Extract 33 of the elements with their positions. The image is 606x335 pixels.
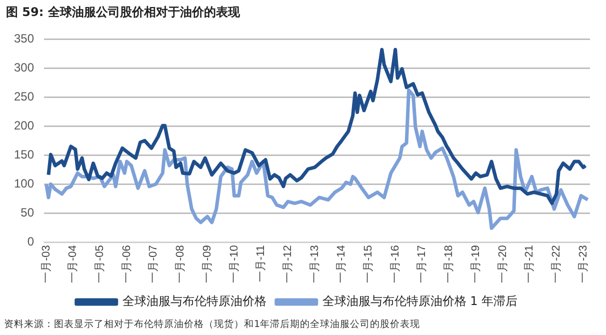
x-tick-label: 一月-21 [524,245,536,284]
y-tick-label: 0 [27,234,34,248]
x-tick-label: 一月-05 [94,245,106,284]
y-tick-label: 300 [14,60,34,74]
y-tick-label: 50 [20,205,34,220]
x-tick-label: 一月-04 [67,245,80,284]
x-tick-label: 一月-07 [148,245,160,284]
y-tick-label: 100 [14,176,34,190]
x-tick-label: 一月-06 [120,245,133,284]
legend-label: 全球油服与布伦特原油价格 [122,294,266,308]
x-tick-label: 一月-23 [577,245,590,284]
x-tick-label: 一月-10 [228,245,240,284]
x-tick-label: 一月-15 [362,245,375,284]
text: 资料来源：图表显示了相对于布伦特原油价格（现货）和1年滞后期的全球油服公司的股价表现 [3,318,422,331]
y-tick-label: 150 [14,147,34,162]
x-tick-label: 一月-09 [201,245,214,284]
x-tick-label: 一月-11 [255,245,268,282]
x-tick-label: 一月-08 [174,245,187,284]
x-tick-label: 一月-13 [308,245,321,284]
x-tick-label: 一月-14 [336,245,348,284]
x-tick-label: 一月-22 [550,245,562,284]
y-tick-label: 350 [14,32,34,46]
x-tick-label: 一月-20 [496,245,509,284]
y-tick-label: 250 [14,89,34,104]
x-tick-label: 一月-03 [40,245,52,284]
legend-label: 全球油服与布伦特原油价格 1 年滞后 [322,294,518,308]
x-tick-label: 一月-17 [416,245,428,284]
chart-title: 图 59: 全球油服公司股价相对于油价的表现 [5,4,241,21]
x-tick-label: 一月-16 [389,245,402,284]
x-tick-label: 一月-18 [443,245,456,284]
y-tick-label: 200 [14,118,34,132]
x-tick-label: 一月-12 [282,245,294,284]
x-tick-label: 一月-19 [470,245,482,284]
